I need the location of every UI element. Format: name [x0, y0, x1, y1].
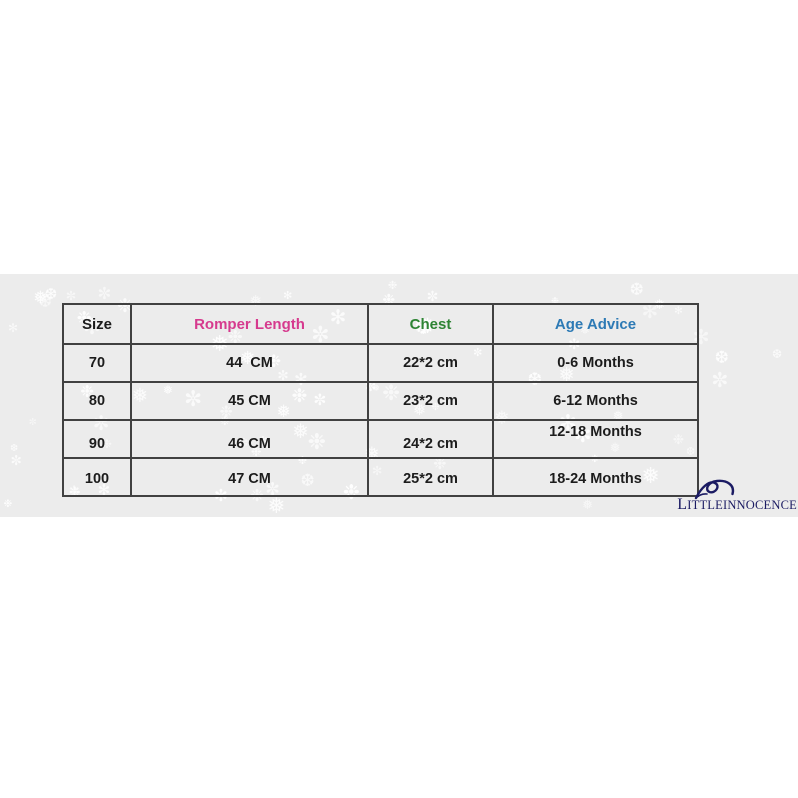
cell-size: 100	[62, 457, 132, 497]
cell-size: 80	[62, 381, 132, 421]
table-row: 100 47 CM 25*2 cm 18-24 Months	[62, 457, 699, 497]
snowflake-icon: ✻	[283, 289, 293, 302]
cell-romper-length: 46 CM	[130, 419, 369, 459]
header-romper-length: Romper Length	[130, 303, 369, 345]
table-row: 70 44 CM 22*2 cm 0-6 Months	[62, 343, 699, 383]
snowflake-icon: ✼	[10, 453, 22, 469]
table-row: 90 46 CM 24*2 cm 12-18 Months	[62, 419, 699, 459]
snowflake-icon: ❆	[38, 292, 53, 311]
snowflake-icon: ❆	[629, 280, 644, 300]
cell-chest: 22*2 cm	[367, 343, 494, 383]
snowflake-icon: ✼	[711, 370, 729, 393]
header-age-advice: Age Advice	[492, 303, 699, 345]
cell-age-advice: 12-18 Months	[492, 419, 699, 459]
header-row: Size Romper Length Chest Age Advice	[62, 303, 699, 345]
snowflake-icon: ❆	[10, 443, 19, 455]
snowflake-icon: ✼	[97, 283, 112, 303]
cell-size: 70	[62, 343, 132, 383]
cell-size: 90	[62, 419, 132, 459]
cell-romper-length: 44 CM	[130, 343, 369, 383]
cell-chest: 23*2 cm	[367, 381, 494, 421]
cell-chest: 25*2 cm	[367, 457, 494, 497]
snowflake-icon: ❆	[44, 286, 58, 303]
snowflake-icon: ✼	[426, 287, 439, 304]
size-chart-table: Size Romper Length Chest Age Advice 70 4…	[62, 303, 699, 497]
snowflake-icon: ❉	[3, 497, 13, 510]
cell-age-advice: 6-12 Months	[492, 381, 699, 421]
snowflake-icon: ❆	[772, 346, 783, 361]
snowflake-icon: ❅	[267, 492, 286, 517]
snowflake-icon: ✼	[28, 417, 37, 428]
header-chest: Chest	[367, 303, 494, 345]
cell-age-advice: 0-6 Months	[492, 343, 699, 383]
snowflake-icon: ❅	[33, 287, 48, 308]
snowflake-icon: ✻	[8, 321, 19, 336]
snowflake-icon: ❉	[387, 280, 398, 293]
snowflake-icon: ❅	[582, 496, 593, 512]
snowflake-icon: ❆	[714, 348, 729, 368]
cell-age-advice: 18-24 Months	[492, 457, 699, 497]
cell-romper-length: 47 CM	[130, 457, 369, 497]
cell-chest: 24*2 cm	[367, 419, 494, 459]
table-row: 80 45 CM 23*2 cm 6-12 Months	[62, 381, 699, 421]
header-size: Size	[62, 303, 132, 345]
snowflake-icon: ✼	[65, 289, 77, 304]
cell-romper-length: 45 CM	[130, 381, 369, 421]
